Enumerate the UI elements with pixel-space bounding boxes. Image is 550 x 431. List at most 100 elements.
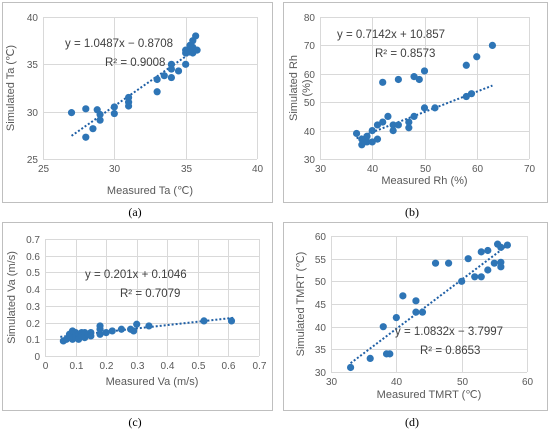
data-point: [96, 110, 104, 119]
y-tick-label: 30: [304, 155, 316, 166]
data-point: [82, 133, 90, 141]
y-tick-label: 60: [315, 232, 327, 243]
y-tick-label: 40: [27, 13, 39, 24]
data-point: [352, 129, 361, 138]
x-axis-title: Measured Ta (℃): [107, 185, 193, 197]
data-point: [497, 263, 505, 271]
y-tick-label: 35: [315, 345, 327, 356]
data-point: [167, 60, 175, 68]
data-point: [182, 60, 190, 68]
data-point: [431, 104, 439, 112]
y-tick-label: 0.6: [26, 252, 40, 263]
r-squared-label: R² = 0.7079: [120, 288, 180, 300]
data-point: [464, 255, 472, 263]
data-point: [405, 118, 413, 126]
x-tick-label: 0.1: [70, 361, 84, 372]
data-point: [110, 103, 118, 111]
panel-label-a: (a): [128, 205, 141, 219]
data-point: [160, 72, 168, 80]
data-point: [125, 102, 133, 110]
y-tick-label: 60: [304, 70, 316, 81]
y-axis-title: Simulated Ta (℃): [5, 45, 17, 131]
data-point: [145, 322, 153, 330]
data-point: [410, 112, 418, 120]
data-point: [96, 330, 104, 338]
data-point: [82, 105, 90, 113]
x-tick-label: 0.5: [192, 361, 206, 372]
panel-label-d: (d): [405, 415, 419, 429]
y-tick-label: 30: [27, 108, 39, 119]
regression-equation: y = 1.0832x − 3.7997: [395, 326, 503, 338]
x-tick-label: 0.4: [161, 361, 175, 372]
data-point: [67, 109, 76, 117]
x-tick-label: 30: [109, 164, 121, 175]
y-tick-label: 50: [304, 98, 316, 109]
data-point: [386, 350, 394, 358]
x-tick-label: 0.7: [253, 361, 267, 372]
data-point: [347, 363, 355, 372]
data-point: [392, 314, 400, 322]
data-point: [405, 124, 413, 132]
y-tick-label: 80: [304, 13, 316, 24]
data-point: [384, 112, 392, 120]
y-tick-label: 40: [304, 127, 316, 138]
data-point: [110, 109, 118, 118]
y-tick-label: 0.3: [26, 302, 40, 313]
data-point: [503, 241, 511, 249]
data-point: [193, 46, 201, 54]
data-point: [490, 259, 498, 267]
data-point: [368, 127, 376, 135]
x-axis-title: Measured Rh (%): [381, 175, 467, 187]
data-point: [96, 322, 104, 330]
data-point: [133, 320, 141, 328]
x-tick-label: 60: [472, 164, 484, 175]
y-tick-label: 0.7: [26, 235, 40, 246]
panel-frame-d: [283, 222, 548, 411]
x-axis-title: Measured Va (m/s): [106, 376, 199, 388]
data-point: [153, 75, 161, 84]
data-point: [96, 116, 104, 124]
regression-equation: y = 1.0487x − 0.8708: [65, 38, 173, 50]
data-point: [89, 125, 97, 133]
x-tick-label: 0: [43, 361, 49, 372]
y-axis-title: Simulated TMRT (℃): [295, 252, 307, 357]
data-point: [153, 88, 161, 96]
y-axis-title: Simulated Va (m/s): [6, 251, 18, 344]
data-point: [415, 75, 423, 84]
data-point: [363, 138, 371, 146]
x-tick-label: 0.3: [131, 361, 145, 372]
x-tick-label: 70: [524, 164, 536, 175]
data-point: [87, 332, 95, 340]
data-point: [108, 327, 116, 335]
x-tick-label: 30: [326, 377, 338, 388]
data-point: [488, 41, 497, 50]
y-tick-label: 0.2: [26, 319, 40, 330]
data-point: [412, 308, 420, 316]
data-point: [412, 297, 420, 305]
data-point: [186, 48, 194, 56]
data-point: [394, 75, 402, 84]
data-point: [477, 248, 485, 256]
data-point: [497, 243, 505, 251]
data-point: [484, 246, 492, 255]
chart-panel-b: 30 40 50 60 70 80 30 40 50 60 70 Measured Rh (%) Sim…: [283, 2, 548, 203]
y-axis-title-line: Simulated Rh: [288, 55, 300, 121]
x-tick-label: 50: [420, 164, 432, 175]
data-point: [462, 61, 470, 69]
r-squared-label: R² = 0.8653: [420, 345, 480, 357]
data-point: [366, 354, 374, 362]
regression-equation: y = 0.201x + 0.1046: [85, 269, 187, 281]
data-point: [431, 259, 440, 267]
x-tick-label: 30: [315, 164, 327, 175]
x-tick-label: 0.6: [222, 361, 236, 372]
trendline: [349, 244, 509, 364]
y-tick-label: 55: [315, 255, 327, 266]
data-point: [471, 273, 479, 281]
data-point: [379, 118, 387, 126]
data-point: [167, 73, 175, 82]
y-tick-label: 0: [34, 352, 40, 363]
y-tick-label: 30: [315, 368, 327, 379]
data-point: [389, 121, 397, 129]
chart-panel-d: 30 35 40 45 50 55 60 30 40 50 60 Measured TMRT (℃) S…: [283, 222, 548, 411]
y-tick-label: 35: [27, 60, 39, 71]
